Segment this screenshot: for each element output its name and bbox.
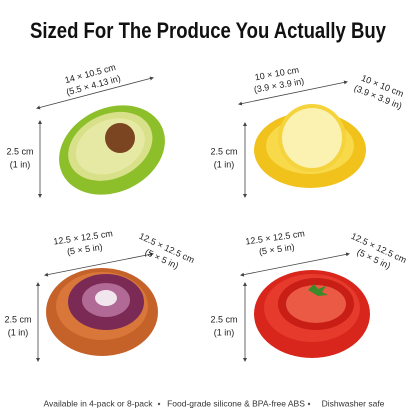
separator (157, 402, 161, 406)
depth-label: 10 × 10 cm (3.9 × 3.9 in) (353, 73, 406, 111)
dimension-text: 2.5 cm (210, 314, 237, 324)
avocado-pit (105, 123, 135, 153)
dimension-text: 2.5 cm (4, 314, 31, 324)
width-label: 10 × 10 cm (3.9 × 3.9 in) (253, 65, 305, 95)
dimension-line (44, 252, 154, 277)
footer-item: Dishwasher safe (322, 398, 385, 408)
title: Sized For The Produce You Actually Buy (30, 18, 387, 43)
dimension-text: (1 in) (214, 159, 235, 169)
dimension-text: 2.5 cm (6, 146, 33, 156)
dimension-line (238, 80, 348, 106)
depth-label: 12.5 × 12.5 cm (5 × 5 in) (138, 231, 196, 271)
tomato-saver (254, 270, 370, 358)
tomato-stem (308, 284, 328, 296)
separator (307, 402, 311, 406)
footer-item: Food-grade silicone & BPA-free ABS (167, 398, 305, 408)
avocado-saver (59, 105, 165, 195)
onion-center (95, 290, 117, 306)
lemon-flesh (282, 108, 342, 168)
width-label: 12.5 × 12.5 cm (5 × 5 in) (53, 228, 114, 257)
lemon-saver (254, 104, 366, 188)
dimension-text: (5 × 5 in) (258, 242, 295, 257)
dimension-text: (1 in) (214, 327, 235, 337)
dimension-line (240, 252, 350, 277)
dimension-line (36, 76, 154, 110)
onion-saver (46, 268, 158, 356)
depth-label: 12.5 × 12.5 cm (5 × 5 in) (350, 231, 408, 271)
footer-item: Available in 4-pack or 8-pack (44, 398, 154, 408)
dimension-text: (5 × 5 in) (66, 242, 103, 257)
width-label: 12.5 × 12.5 cm (5 × 5 in) (245, 228, 306, 257)
dimension-text: (1 in) (8, 327, 29, 337)
width-label: 14 × 10.5 cm (5.5 × 4.13 in) (64, 62, 122, 97)
tomato-flesh (286, 285, 346, 323)
dimension-text: 2.5 cm (210, 146, 237, 156)
dimension-text: (1 in) (10, 159, 31, 169)
